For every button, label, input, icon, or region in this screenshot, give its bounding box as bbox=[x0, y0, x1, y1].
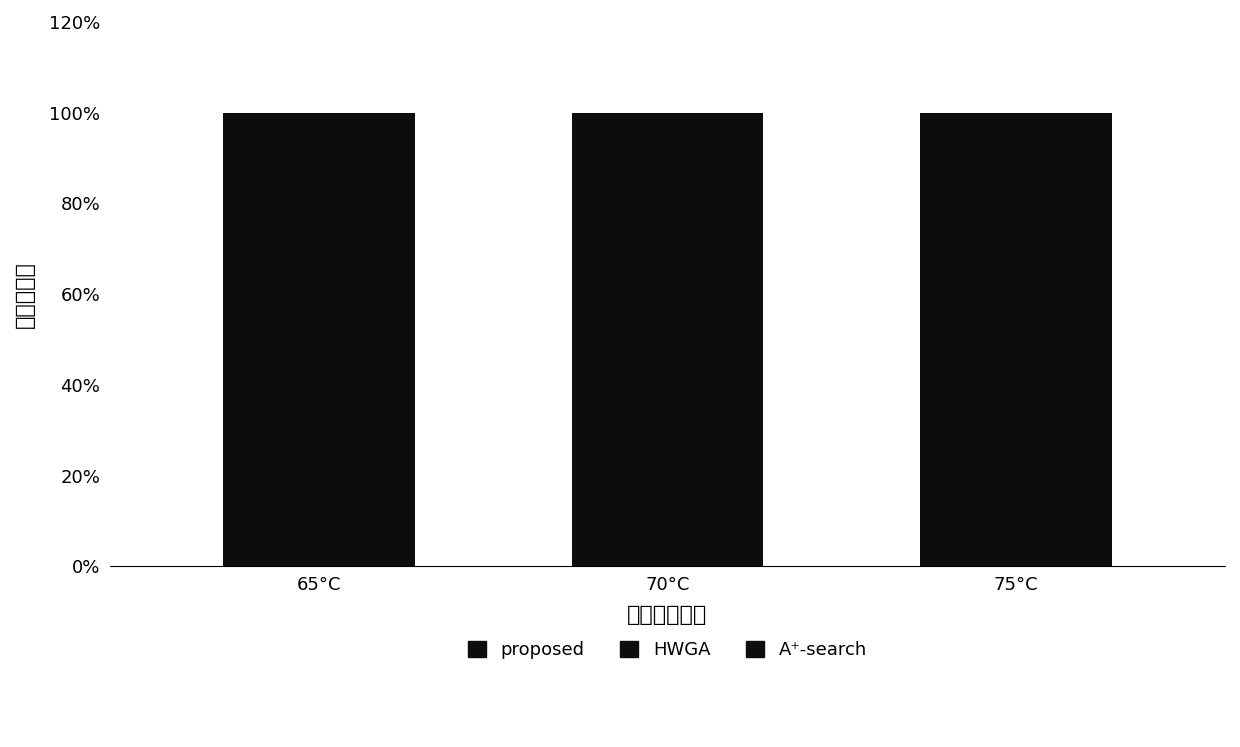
Bar bbox=[223, 113, 415, 566]
Legend: proposed, HWGA, A⁺-search: proposed, HWGA, A⁺-search bbox=[460, 633, 874, 666]
X-axis label: 最高温度约束: 最高温度约束 bbox=[627, 605, 708, 625]
Bar bbox=[920, 144, 997, 566]
Bar bbox=[920, 113, 1112, 566]
Bar bbox=[920, 144, 1053, 566]
Bar bbox=[223, 194, 300, 566]
Y-axis label: 调度可行性: 调度可行性 bbox=[15, 261, 35, 327]
Bar bbox=[572, 135, 704, 566]
Bar bbox=[572, 113, 764, 566]
Bar bbox=[223, 144, 356, 566]
Bar bbox=[572, 163, 649, 566]
